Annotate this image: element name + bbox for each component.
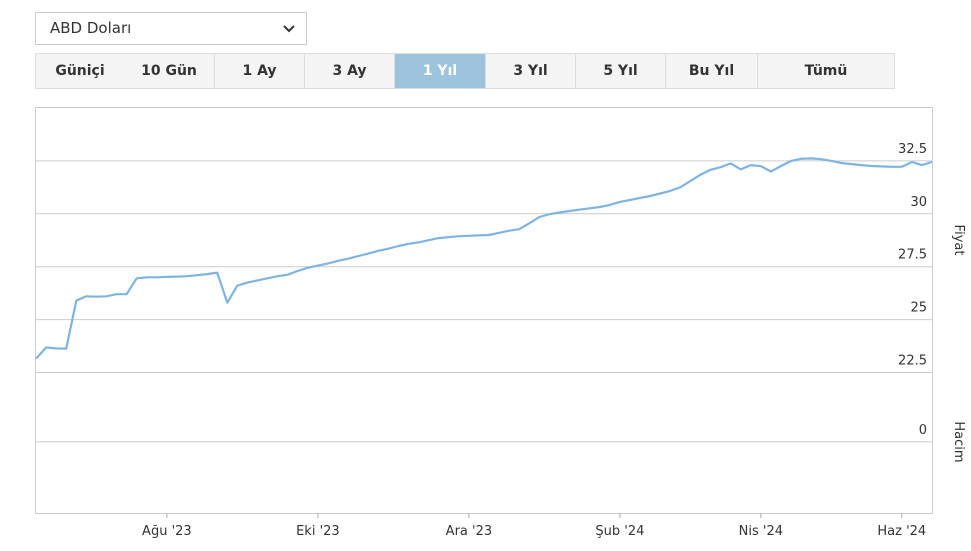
- y-tick-label: 32.5: [898, 142, 927, 157]
- plot-frame: [35, 107, 933, 514]
- dropdown-arrow: [283, 25, 295, 33]
- range-tab[interactable]: 5 Yıl: [575, 54, 665, 88]
- x-tick-label: Şub '24: [595, 524, 644, 539]
- range-tab[interactable]: 1 Ay: [214, 54, 304, 88]
- y-tick-label: 25: [910, 301, 927, 316]
- y2-axis-label: Hacim: [951, 421, 966, 462]
- dropdown-label: ABD Doları: [50, 19, 132, 37]
- range-tab[interactable]: Güniçi: [55, 63, 105, 79]
- y2-tick-label: 0: [919, 423, 927, 438]
- y-tick-label: 22.5: [898, 353, 927, 368]
- y-tick-label: 27.5: [898, 248, 927, 263]
- range-tab[interactable]: 1 Yıl: [394, 54, 485, 88]
- x-tick-label: Eki '23: [296, 524, 340, 539]
- range-tab[interactable]: 10 Gün: [141, 63, 197, 79]
- price-line: [35, 157, 933, 360]
- x-tick-label: Ara '23: [446, 524, 492, 539]
- x-tick-label: Nis '24: [739, 524, 783, 539]
- x-tick-label: Haz '24: [877, 524, 926, 539]
- range-tab[interactable]: 3 Ay: [304, 54, 394, 88]
- range-tab[interactable]: Tümü: [757, 54, 894, 88]
- currency-dropdown[interactable]: ABD Doları: [35, 12, 307, 45]
- y-tick-label: 30: [910, 195, 927, 210]
- x-tick-label: Ağu '23: [142, 524, 192, 539]
- range-tab[interactable]: Bu Yıl: [665, 54, 757, 88]
- range-tab[interactable]: 3 Yıl: [485, 54, 575, 88]
- y-axis-label: Fiyat: [951, 225, 966, 256]
- range-tabs: Güniçi 10 Gün 1 Ay 3 Ay 1 Yıl 3 Yıl 5 Yıl Bu Yı…: [35, 53, 895, 89]
